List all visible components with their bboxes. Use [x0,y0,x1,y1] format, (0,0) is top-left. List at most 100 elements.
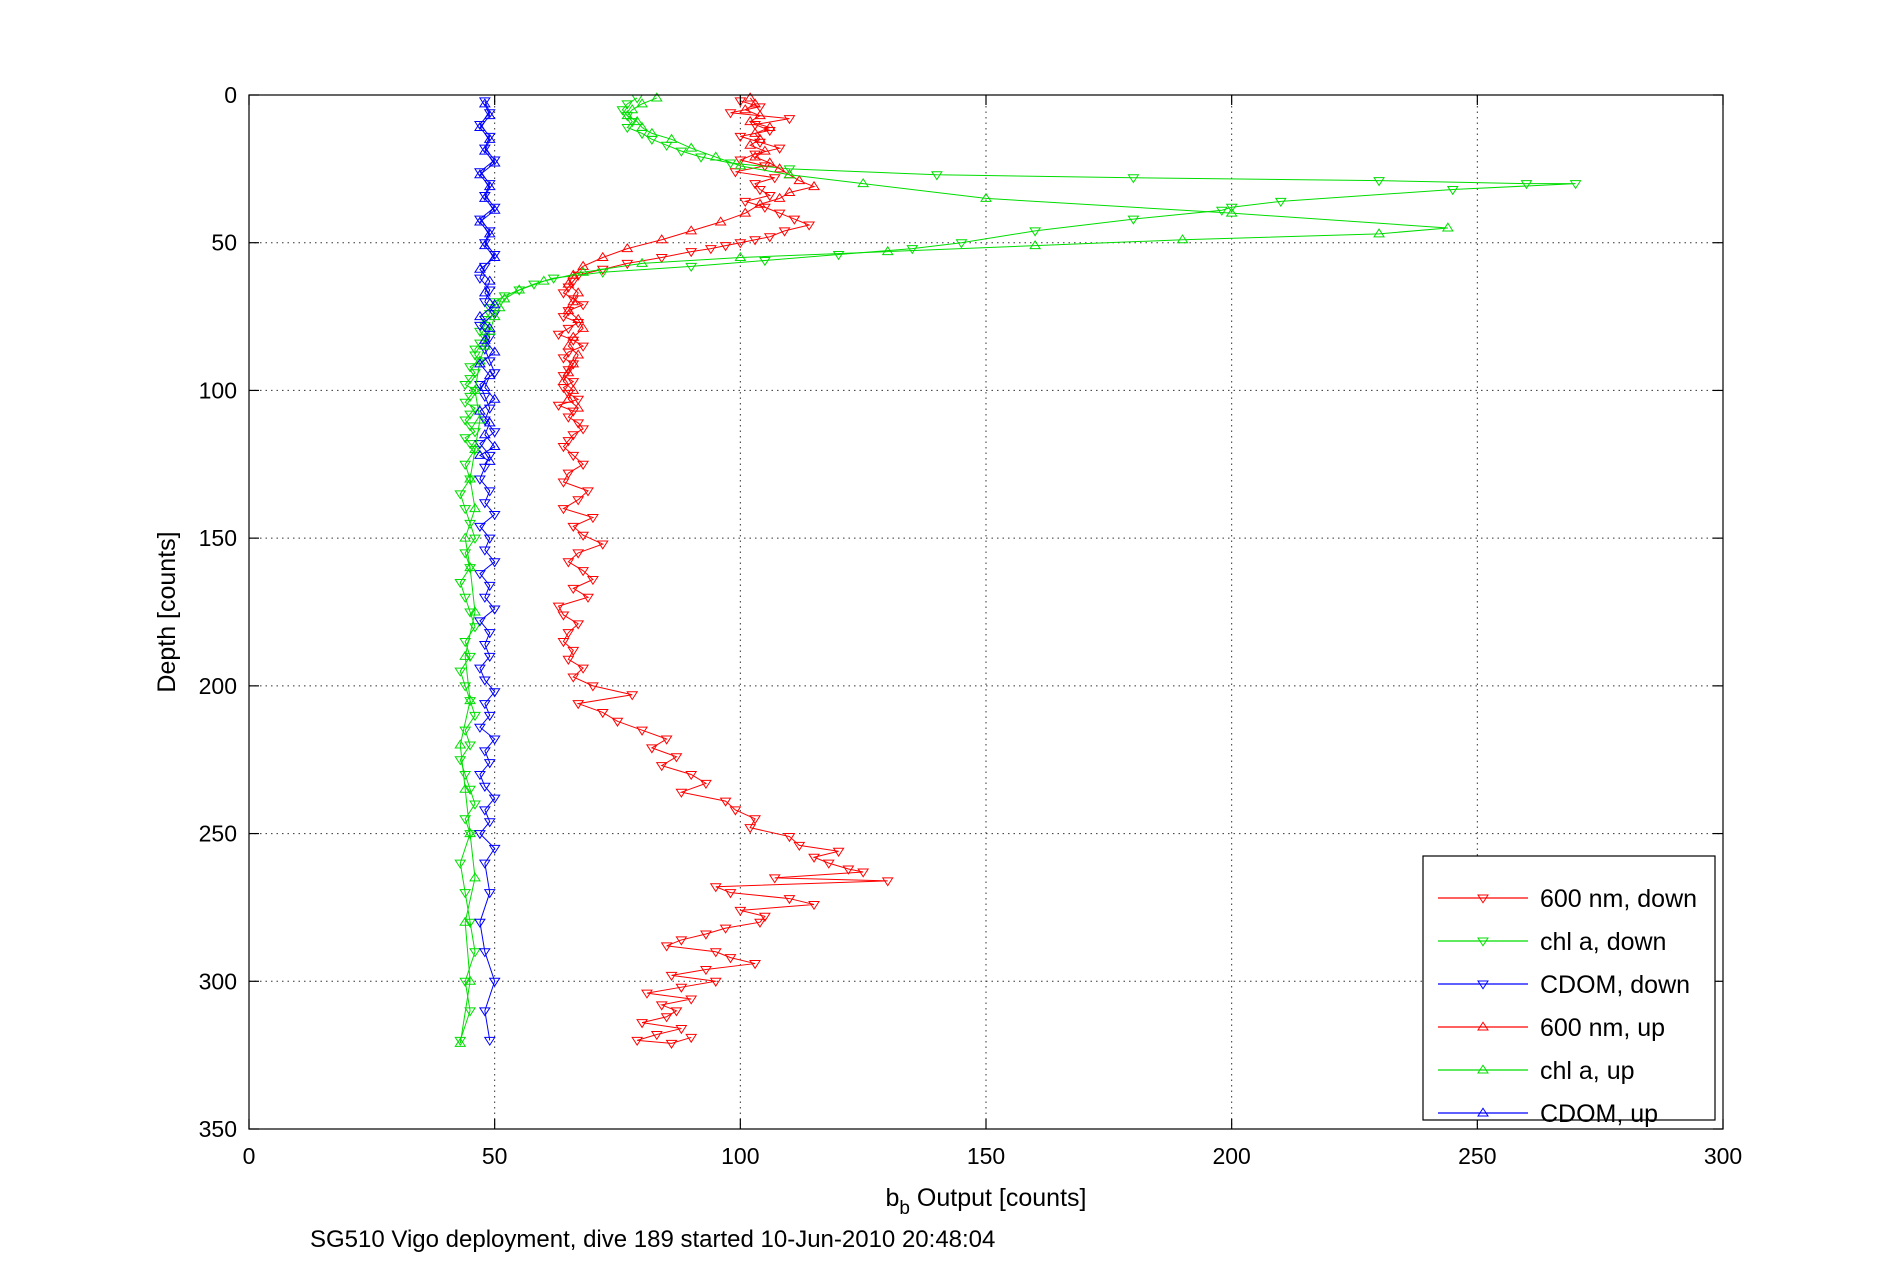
data-point [464,975,477,985]
data-point [478,546,491,556]
data-point [478,381,491,391]
data-point [626,691,639,701]
data-point [1029,239,1042,250]
data-point [557,478,570,488]
data-point [675,936,688,946]
data-point [513,286,526,296]
data-point [685,142,698,152]
data-point [734,160,747,170]
data-point [955,239,968,249]
data-point [709,977,722,987]
data-point [665,1039,678,1049]
data-point [478,239,491,250]
data-point [1441,222,1454,232]
data-point [572,402,585,412]
data-point [577,342,590,352]
data-point [483,357,496,367]
data-point [469,623,481,633]
data-point [1225,203,1238,213]
data-point [1446,186,1459,196]
data-point [719,924,732,934]
data-point [464,741,477,751]
data-point [483,109,496,119]
data-point [572,349,585,359]
y-tick-label: 250 [199,821,237,847]
data-point [464,785,477,795]
data-point [488,428,501,438]
data-point [577,322,590,332]
data-point [488,156,501,166]
data-point [474,121,486,131]
data-point [478,700,491,710]
data-point [685,225,698,235]
data-point [464,363,477,373]
data-point [474,414,486,424]
data-point [670,753,683,763]
data-point [474,770,486,781]
data-point [783,169,796,179]
data-point [493,302,506,312]
data-point [483,322,496,332]
series-line [459,97,1448,1044]
data-point [749,127,761,137]
data-point [788,215,801,225]
data-point [567,646,580,657]
data-point [557,638,570,648]
data-point [704,245,717,255]
data-point [478,287,491,297]
data-point [572,496,585,506]
data-point [758,145,771,155]
data-point [464,519,477,530]
data-point [739,104,752,114]
data-point [685,262,698,273]
data-point [636,1019,648,1029]
data-point [483,652,496,662]
data-point [685,995,698,1005]
data-point [454,1037,467,1047]
legend-marker [1477,1064,1489,1074]
data-point [483,180,496,190]
data-point [474,381,486,391]
data-point [749,180,761,190]
data-point [577,425,590,435]
data-point [464,827,477,838]
data-point [675,983,688,993]
data-point [459,726,472,736]
data-point [562,367,575,377]
data-point [724,159,737,169]
data-point [1176,234,1189,244]
data-point [478,499,491,509]
data-point [734,239,747,249]
data-point [783,165,796,175]
data-point [744,824,757,834]
data-point [754,186,766,196]
data-point [930,171,943,181]
data-point [557,505,570,515]
data-point [459,416,472,426]
data-point [562,558,575,568]
data-point [464,375,477,385]
data-point [464,694,477,705]
data-point [611,717,624,727]
y-tick-label: 100 [199,377,237,403]
data-point [621,259,634,270]
data-point [469,351,481,361]
data-point [478,98,491,108]
data-point [881,877,894,887]
data-point [478,806,491,816]
data-point [655,1001,668,1011]
data-point [478,948,491,958]
data-point [474,449,486,459]
data-point [1520,180,1533,190]
data-point [660,1013,673,1023]
data-point [645,744,658,754]
data-point [478,676,491,686]
data-point [734,251,747,261]
legend-marker [1477,980,1489,990]
data-point [783,833,796,843]
data-point [459,381,472,391]
data-point [700,779,712,790]
data-point [758,256,771,267]
data-point [577,301,590,311]
